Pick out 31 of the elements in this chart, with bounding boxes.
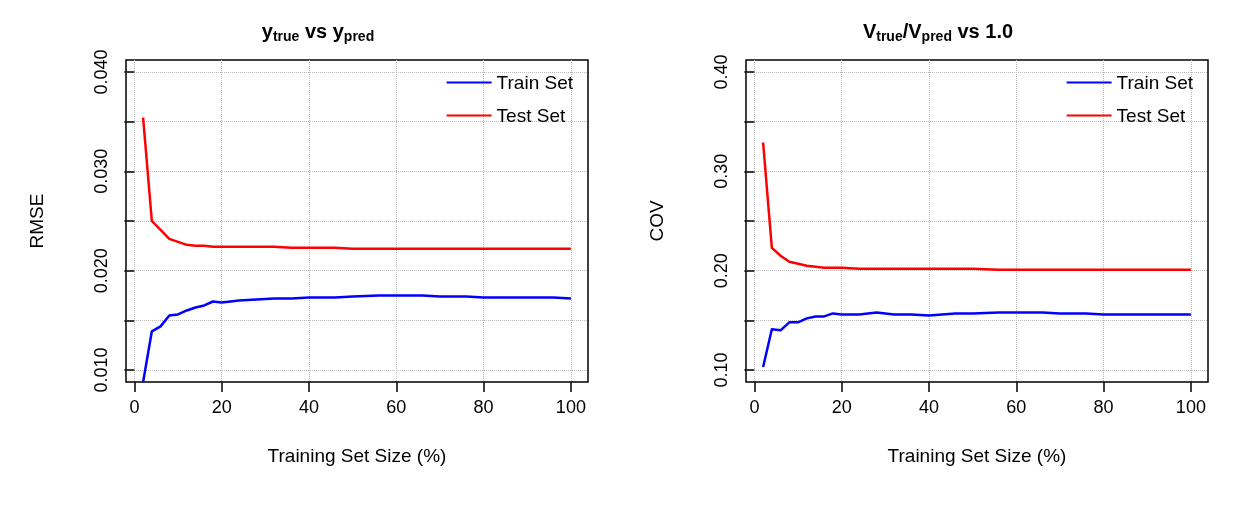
x-axis-title: Training Set Size (%) (267, 445, 447, 466)
x-tick-label: 60 (1006, 397, 1027, 417)
legend-label: Train Set (496, 72, 574, 93)
legend-label: Test Set (1116, 105, 1186, 126)
y-tick-label: 0.040 (91, 49, 111, 95)
legend-label: Train Set (1116, 72, 1194, 93)
line-series (141, 294, 573, 384)
y-tick-label: 0.30 (711, 153, 731, 189)
x-tick-label: 60 (386, 397, 407, 417)
line-series (761, 311, 1193, 369)
x-tick-label: 40 (298, 397, 319, 417)
x-tick-label: 100 (555, 397, 586, 417)
x-tick-label: 20 (211, 397, 232, 417)
x-tick-label: 0 (129, 397, 140, 417)
x-tick-label: 80 (473, 397, 494, 417)
x-tick-label: 20 (831, 397, 852, 417)
y-tick-label: 0.40 (711, 54, 731, 90)
y-axis-title: COV (646, 200, 667, 242)
line-series (761, 141, 1193, 271)
x-tick-label: 0 (749, 397, 760, 417)
x-axis-title: Training Set Size (%) (887, 445, 1067, 466)
x-tick-label: 80 (1093, 397, 1114, 417)
legend-label: Test Set (496, 105, 566, 126)
y-tick-label: 0.020 (91, 248, 111, 294)
x-tick-label: 100 (1175, 397, 1206, 417)
x-tick-label: 40 (918, 397, 939, 417)
y-tick-label: 0.10 (711, 352, 731, 388)
y-tick-label: 0.20 (711, 253, 731, 289)
y-tick-label: 0.010 (91, 347, 111, 393)
y-tick-label: 0.030 (91, 148, 111, 194)
y-axis-title: RMSE (26, 193, 47, 249)
